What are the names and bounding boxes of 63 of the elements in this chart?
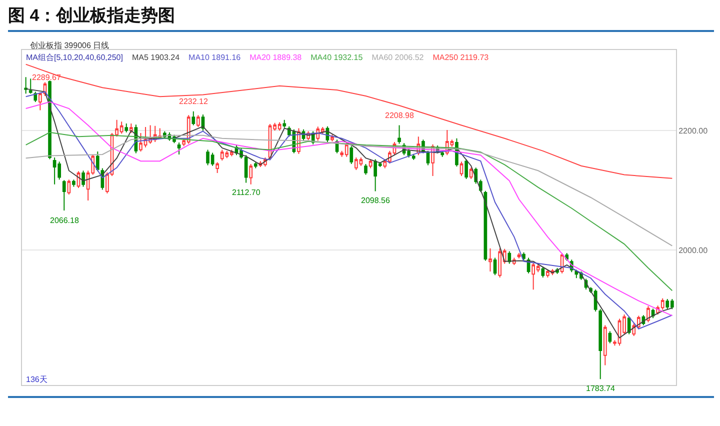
candlestick: [196, 114, 200, 128]
line-series: [25, 64, 673, 179]
text: MA60 2006.52: [372, 53, 424, 62]
candlestick: [603, 324, 607, 366]
candlestick: [493, 257, 497, 276]
candlestick: [82, 170, 85, 188]
annotation: 2289.67: [32, 73, 62, 82]
candlestick: [96, 151, 100, 172]
candlestick: [636, 315, 640, 330]
candlestick: [364, 164, 368, 176]
annotation: 136天: [26, 374, 48, 385]
candlestick: [254, 162, 258, 169]
candlestick: [48, 80, 52, 160]
text: MA40 1932.15: [310, 53, 363, 62]
candlestick: [464, 158, 468, 180]
text: MA250 2119.73: [432, 53, 489, 62]
annotation: 2066.18: [50, 216, 80, 225]
candlestick: [282, 119, 286, 128]
y-tick-label: 2000.00: [678, 246, 708, 255]
candlestick: [249, 164, 253, 185]
candlestick: [330, 134, 334, 142]
candlestick: [541, 266, 545, 278]
annotation: 2232.12: [179, 97, 208, 106]
candlestick: [412, 153, 416, 160]
candlestick: [28, 78, 32, 94]
candlestick: [608, 330, 612, 344]
candlestick: [24, 76, 28, 94]
annotation: 2112.70: [232, 188, 261, 197]
candlestick: [398, 124, 401, 144]
candlestick: [460, 161, 464, 176]
candlestick: [517, 252, 521, 259]
candlestick: [627, 316, 631, 335]
annotation: MA组合[5,10,20,40,60,250]: [26, 53, 123, 62]
candlestick: [62, 180, 66, 212]
candlestick: [469, 167, 473, 180]
text: MA5 1903.24: [132, 53, 180, 62]
candlestick: [632, 322, 636, 337]
chart-title: 图 4：创业板指走势图: [8, 5, 176, 27]
candlestick: [508, 250, 512, 264]
candlestick: [383, 158, 387, 169]
candlestick: [67, 179, 71, 196]
candlestick: [646, 306, 650, 323]
line-series: [25, 134, 673, 246]
candlestick: [129, 122, 133, 134]
candlestick: [426, 150, 430, 166]
candlestick: [598, 308, 602, 380]
candlestick: [488, 248, 492, 272]
candlestick: [440, 150, 444, 158]
candlestick: [350, 146, 354, 165]
chart-subtitle: 创业板指 399006 日线: [30, 40, 110, 51]
candlestick: [124, 122, 128, 133]
annotation: 2098.56: [361, 196, 390, 205]
annotation: 1783.74: [586, 384, 616, 393]
line-series: [25, 132, 673, 292]
candlestick: [177, 142, 181, 155]
candlestick: [522, 252, 526, 261]
text: MA10 1891.16: [188, 53, 241, 62]
candlestick: [192, 110, 196, 126]
candlestick: [72, 179, 76, 188]
candlestick: [216, 162, 220, 174]
y-tick-label: 2200.00: [678, 126, 708, 136]
text: MA20 1889.38: [250, 53, 302, 62]
annotation: 2208.98: [385, 111, 414, 120]
